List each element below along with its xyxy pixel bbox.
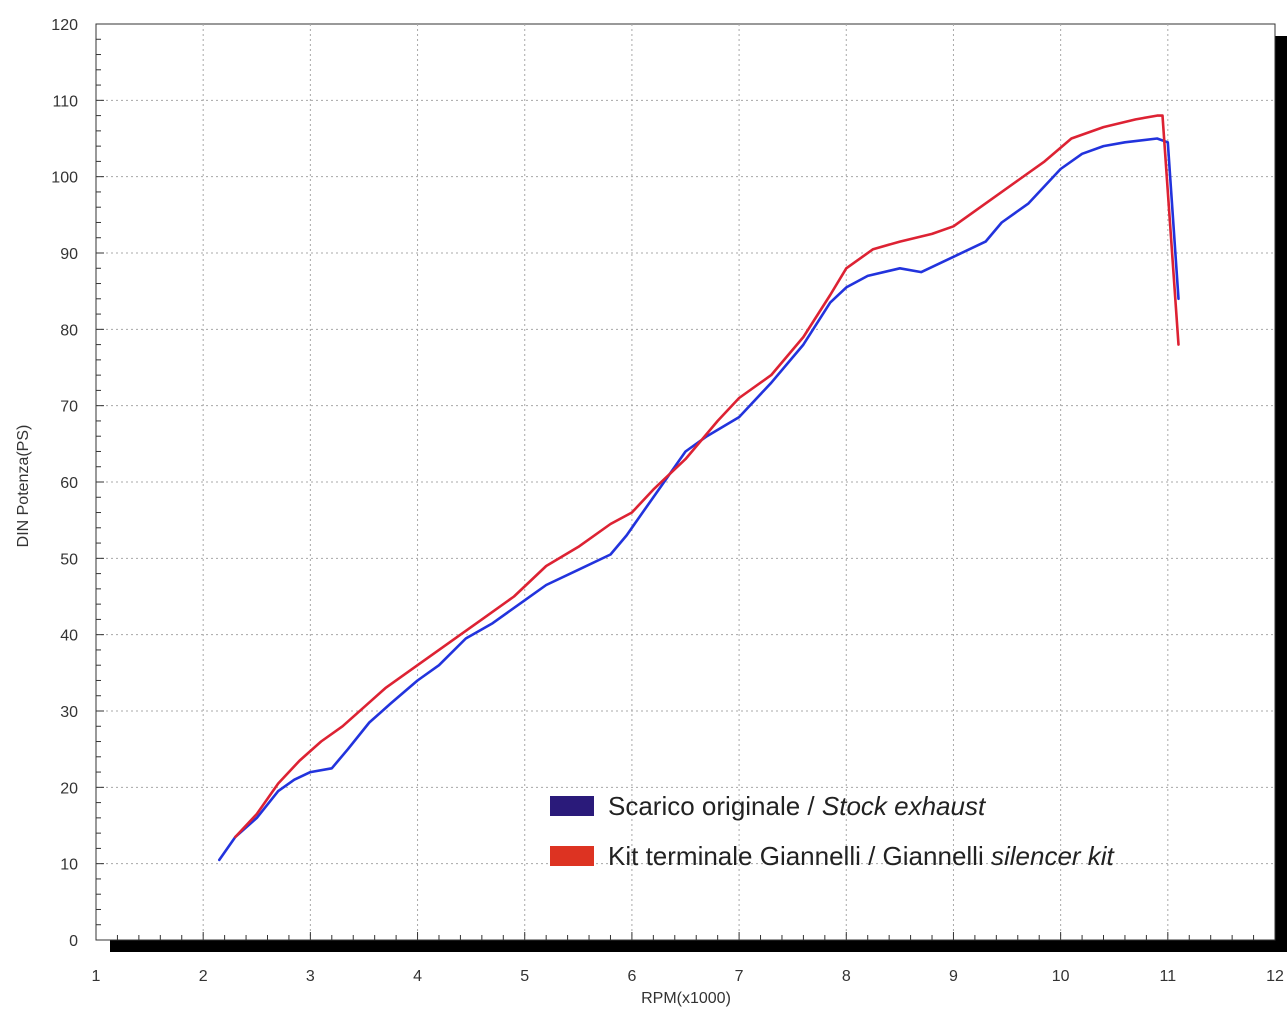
y-tick-label: 20: [60, 780, 78, 797]
x-tick-label: 9: [949, 968, 958, 985]
x-tick-label: 1: [92, 968, 101, 985]
y-tick-label: 100: [51, 170, 78, 187]
legend-entry-italic-text: Stock exhaust: [822, 791, 987, 821]
x-tick-label: 12: [1266, 968, 1284, 985]
y-axis-ticks: 0 10 20 30 40 50 60 70 80 90 100 110 120: [51, 17, 78, 950]
x-axis-ticks: 1 2 3 4 5 6 7 8 9 10 11 12: [92, 968, 1284, 985]
y-tick-label: 90: [60, 246, 78, 263]
x-tick-label: 3: [306, 968, 315, 985]
minor-ticks: [95, 23, 1276, 941]
y-tick-label: 30: [60, 704, 78, 721]
legend-entry-text: Kit terminale Giannelli / Giannelli: [608, 841, 991, 871]
series-line-giannelli-silencer-kit: [234, 114, 1180, 839]
x-tick-label: 11: [1160, 968, 1177, 985]
series-lines: [218, 114, 1180, 862]
y-tick-label: 110: [52, 93, 78, 110]
plot-shadow: [110, 36, 1287, 952]
shadow-right: [1275, 36, 1287, 952]
y-tick-label: 50: [60, 551, 78, 568]
x-axis-label: RPM(x1000): [641, 990, 731, 1007]
x-tick-label: 7: [735, 968, 744, 985]
y-tick-label: 10: [60, 857, 78, 874]
y-tick-label: 60: [60, 475, 78, 492]
x-tick-label: 8: [842, 968, 851, 985]
legend-swatch: [550, 796, 594, 816]
series-line-stock-exhaust: [218, 137, 1180, 862]
y-tick-label: 40: [60, 628, 78, 645]
shadow-bottom: [110, 940, 1285, 952]
y-axis-label: DIN Potenza(PS): [15, 425, 32, 548]
x-tick-label: 4: [413, 968, 422, 985]
legend: Scarico originale / Stock exhaust Kit ter…: [550, 791, 1116, 871]
legend-entry-text: Scarico originale /: [608, 791, 822, 821]
x-tick-label: 6: [627, 968, 636, 985]
y-tick-label: 70: [60, 399, 78, 416]
legend-entry-label: Kit terminale Giannelli / Giannelli sile…: [608, 841, 1116, 871]
grid: [96, 24, 1275, 940]
x-tick-label: 2: [199, 968, 208, 985]
y-tick-label: 0: [69, 933, 78, 950]
y-tick-label: 80: [60, 322, 78, 339]
legend-swatch: [550, 846, 594, 866]
y-tick-label: 120: [51, 17, 78, 34]
x-tick-label: 10: [1052, 968, 1070, 985]
legend-entry-italic-text: silencer kit: [991, 841, 1116, 871]
x-tick-label: 5: [520, 968, 529, 985]
legend-entry-label: Scarico originale / Stock exhaust: [608, 791, 987, 821]
